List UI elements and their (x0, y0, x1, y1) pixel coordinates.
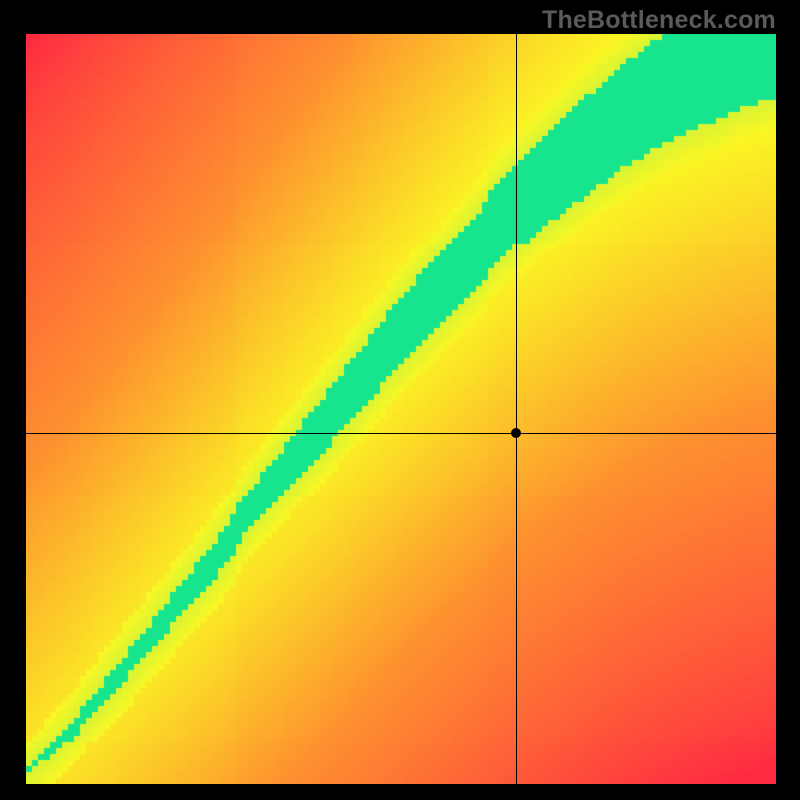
chart-frame: { "watermark": { "text": "TheBottleneck.… (0, 0, 800, 800)
crosshair-vertical (516, 34, 517, 784)
crosshair-horizontal (26, 433, 776, 434)
bottleneck-heatmap (26, 34, 776, 784)
selection-marker (511, 428, 521, 438)
watermark-text: TheBottleneck.com (542, 6, 776, 35)
